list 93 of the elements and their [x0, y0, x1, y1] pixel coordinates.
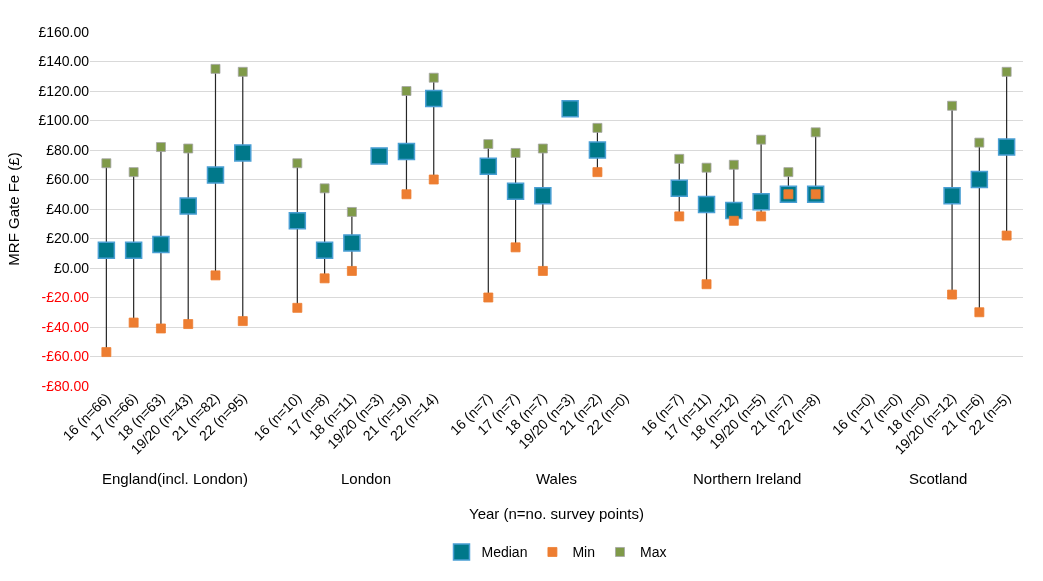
point [401, 189, 412, 200]
point [534, 186, 552, 205]
point [210, 63, 221, 74]
point [156, 142, 166, 152]
point [428, 72, 439, 83]
y-tick-label: -£80.00 [41, 377, 90, 394]
point [288, 212, 307, 230]
point [1001, 230, 1012, 241]
point [292, 158, 303, 169]
point [183, 319, 194, 329]
point [728, 159, 739, 170]
point [752, 192, 770, 211]
point [974, 307, 985, 318]
point [510, 148, 521, 158]
point [424, 89, 443, 108]
point [315, 241, 334, 260]
point [343, 234, 361, 252]
point [346, 266, 357, 276]
text: England(incl. London) [102, 470, 248, 487]
legend-label: Min [572, 544, 595, 561]
point [128, 167, 139, 178]
point [783, 167, 794, 178]
y-tick-label: £80.00 [46, 141, 90, 158]
y-tick-label: £160.00 [38, 23, 90, 40]
point [183, 143, 194, 154]
y-tick-label: £140.00 [38, 53, 90, 70]
y-tick-label: £60.00 [46, 171, 90, 188]
text: Wales [536, 470, 578, 487]
point [701, 162, 712, 173]
point [97, 241, 116, 260]
point [237, 316, 248, 326]
point [561, 99, 579, 118]
y-tick-label: £120.00 [38, 82, 90, 99]
point [756, 134, 767, 145]
point [479, 157, 498, 175]
point [674, 211, 685, 222]
legend-label: Median [481, 544, 528, 561]
point [537, 266, 548, 276]
point [370, 147, 388, 165]
point [483, 292, 494, 303]
point [943, 186, 961, 205]
y-axis-title: MRF Gate Fe (£) [4, 152, 22, 266]
point [128, 317, 139, 328]
x-axis-title: Year (n=no. survey points) [469, 505, 644, 523]
point [401, 86, 412, 96]
point [588, 141, 607, 159]
point [1001, 66, 1012, 77]
y-tick-label: -£60.00 [41, 348, 90, 365]
point [346, 207, 357, 217]
point [397, 142, 416, 161]
point [997, 138, 1016, 156]
point [292, 302, 303, 313]
point [206, 166, 225, 184]
point [697, 195, 716, 214]
text: Northern Ireland [693, 470, 802, 487]
point [210, 270, 221, 281]
point [483, 139, 494, 149]
point [670, 179, 689, 198]
point [592, 167, 603, 178]
point [756, 211, 767, 222]
y-tick-label: -£20.00 [41, 289, 90, 306]
y-tick-label: £100.00 [38, 112, 90, 129]
point [725, 201, 743, 220]
point [510, 242, 521, 253]
point [592, 122, 603, 133]
point [156, 323, 166, 334]
point [179, 197, 197, 215]
point [947, 289, 957, 300]
point [428, 174, 439, 185]
text: Scotland [909, 470, 968, 487]
legend-label: Max [639, 544, 667, 561]
point [124, 241, 143, 260]
point [810, 127, 821, 138]
point [101, 347, 112, 357]
point [701, 279, 712, 290]
point [947, 100, 957, 111]
point [319, 183, 330, 194]
y-tick-label: £0.00 [53, 259, 90, 276]
point [537, 143, 548, 154]
point [974, 137, 985, 148]
point [970, 170, 989, 189]
point [101, 158, 112, 169]
point [319, 273, 330, 284]
point [506, 182, 525, 201]
point [728, 215, 739, 226]
text: London [341, 470, 392, 487]
point [674, 153, 685, 164]
y-tick-label: £20.00 [46, 230, 90, 247]
y-tick-label: £40.00 [46, 200, 90, 217]
point [234, 144, 252, 162]
point [152, 235, 170, 254]
y-tick-label: -£40.00 [41, 318, 90, 335]
point [237, 66, 248, 77]
